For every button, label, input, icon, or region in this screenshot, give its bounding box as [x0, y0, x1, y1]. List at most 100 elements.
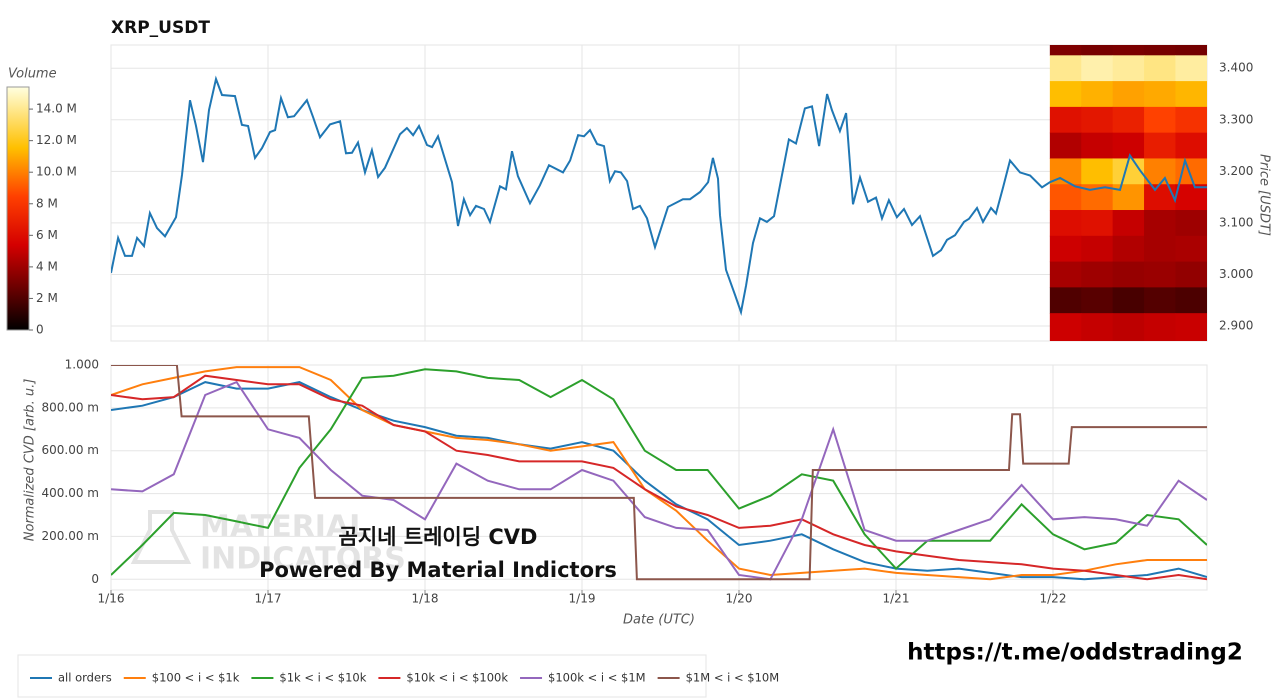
heatmap-cell [1175, 313, 1207, 341]
y-axis-title: Price [USDT] [1257, 154, 1272, 236]
y-tick-label: 800.00 m [42, 400, 100, 414]
heatmap-cell [1081, 81, 1114, 108]
colorbar-title: Volume [8, 67, 57, 82]
heatmap-cell [1112, 287, 1145, 314]
heatmap-cell [1049, 287, 1082, 314]
colorbar-tick-label: 14.0 M [36, 102, 77, 116]
data-line [111, 381, 1207, 581]
heatmap-cell [1144, 313, 1176, 341]
x-tick-label: 1/21 [883, 592, 910, 606]
heatmap-cell [1112, 55, 1145, 82]
heatmap-cell [1144, 287, 1176, 314]
y-tick-label: 3.000 [1219, 267, 1253, 281]
y-tick-label: 200.00 m [42, 529, 100, 543]
data-line [111, 380, 1207, 581]
heatmap-cell [1049, 132, 1082, 159]
colorbar-tick-label: 10.0 M [36, 165, 77, 179]
heatmap-cell [1049, 313, 1082, 341]
x-tick-label: 1/20 [726, 592, 753, 606]
y-tick-label: 600.00 m [42, 443, 100, 457]
y-tick-label: 0 [91, 572, 99, 586]
data-line [111, 374, 1207, 581]
annotation: 곰지네 트레이딩 CVD [339, 525, 538, 549]
heatmap-cell [1081, 158, 1114, 185]
legend-item[interactable]: $1k < i < $10k [251, 671, 367, 685]
x-tick-label: 1/16 [98, 592, 125, 606]
y-tick-label: 3.300 [1219, 112, 1253, 126]
x-tick-label: 1/22 [1040, 592, 1067, 606]
heatmap-cell [1112, 235, 1145, 263]
heatmap-cell [1144, 210, 1176, 237]
heatmap-cell [1049, 106, 1082, 134]
x-tick-label: 1/17 [255, 592, 282, 606]
legend-label: $10k < i < $100k [406, 671, 508, 685]
colorbar-tick-label: 4 M [36, 259, 58, 273]
legend-label: $100 < i < $1k [152, 671, 240, 685]
heatmap-cell [1144, 55, 1176, 82]
colorbar-tick-label: 12.0 M [36, 133, 77, 147]
heatmap-cell [1175, 45, 1207, 56]
heatmap-cell [1175, 210, 1207, 237]
x-axis-title: Date (UTC) [623, 613, 695, 628]
heatmap-cell [1112, 261, 1145, 288]
y-tick-label: 1.000 [65, 358, 99, 372]
heatmap-cell [1144, 158, 1176, 185]
heatmap-cell [1175, 184, 1207, 211]
heatmap-cell [1049, 55, 1082, 82]
heatmap-cell [1144, 45, 1176, 56]
heatmap-cell [1049, 235, 1082, 263]
plot-frame [110, 44, 1208, 342]
data-line [111, 366, 1207, 581]
heatmap-cell [1081, 235, 1114, 263]
heatmap-cell [1081, 287, 1114, 314]
heatmap-cell [1144, 106, 1176, 134]
colorbar-tick-label: 8 M [36, 196, 58, 210]
x-tick-label: 1/18 [412, 592, 439, 606]
colorbar-tick-label: 0 [36, 323, 44, 337]
chart-title: XRP_USDT [111, 18, 210, 38]
heatmap-cell [1081, 106, 1114, 134]
heatmap-cell [1112, 313, 1145, 341]
heatmap-cell [1049, 81, 1082, 108]
heatmap-cell [1049, 261, 1082, 288]
annotation: Powered By Material Indictors [259, 558, 617, 582]
heatmap-cell [1049, 184, 1082, 211]
y-tick-label: 3.100 [1219, 215, 1253, 229]
legend-label: $1k < i < $10k [279, 671, 366, 685]
colorbar [6, 86, 30, 331]
footer-link: https://t.me/oddstrading2 [907, 640, 1243, 666]
legend-item[interactable]: $100 < i < $1k [123, 671, 240, 685]
legend-label: all orders [58, 671, 112, 685]
heatmap-cell [1175, 132, 1207, 159]
heatmap-cell [1049, 210, 1082, 237]
data-line [111, 365, 1207, 581]
legend-box [17, 654, 707, 698]
y-axis-title: Normalized CVD [arb. u.] [23, 379, 38, 542]
heatmap-cell [1081, 45, 1114, 56]
watermark-text: MATERIAL [200, 510, 368, 545]
y-tick-label: 3.400 [1219, 61, 1253, 75]
legend-item[interactable]: all orders [30, 671, 112, 685]
data-line [111, 75, 1207, 316]
legend-item[interactable]: $100k < i < $1M [520, 671, 646, 685]
heatmap-cell [1175, 261, 1207, 288]
heatmap-cell [1175, 235, 1207, 263]
heatmap-cell [1112, 132, 1145, 159]
legend-item[interactable]: $1M < i < $10M [657, 671, 780, 685]
legend-item[interactable]: $10k < i < $100k [378, 671, 508, 685]
y-tick-label: 400.00 m [42, 486, 100, 500]
watermark: MATERIAL INDICATORS [130, 510, 406, 577]
heatmap-cell [1081, 132, 1114, 159]
watermark-text: INDICATORS [200, 542, 406, 577]
heatmap-cell [1081, 313, 1114, 341]
colorbar-tick-label: 2 M [36, 291, 58, 305]
heatmap-cell [1144, 132, 1176, 159]
heatmap-cell [1144, 261, 1176, 288]
y-tick-label: 3.200 [1219, 164, 1253, 178]
heatmap-cell [1175, 81, 1207, 108]
heatmap-cell [1175, 287, 1207, 314]
heatmap-cell [1112, 45, 1145, 56]
heatmap-cell [1144, 81, 1176, 108]
data-line [111, 368, 1207, 576]
